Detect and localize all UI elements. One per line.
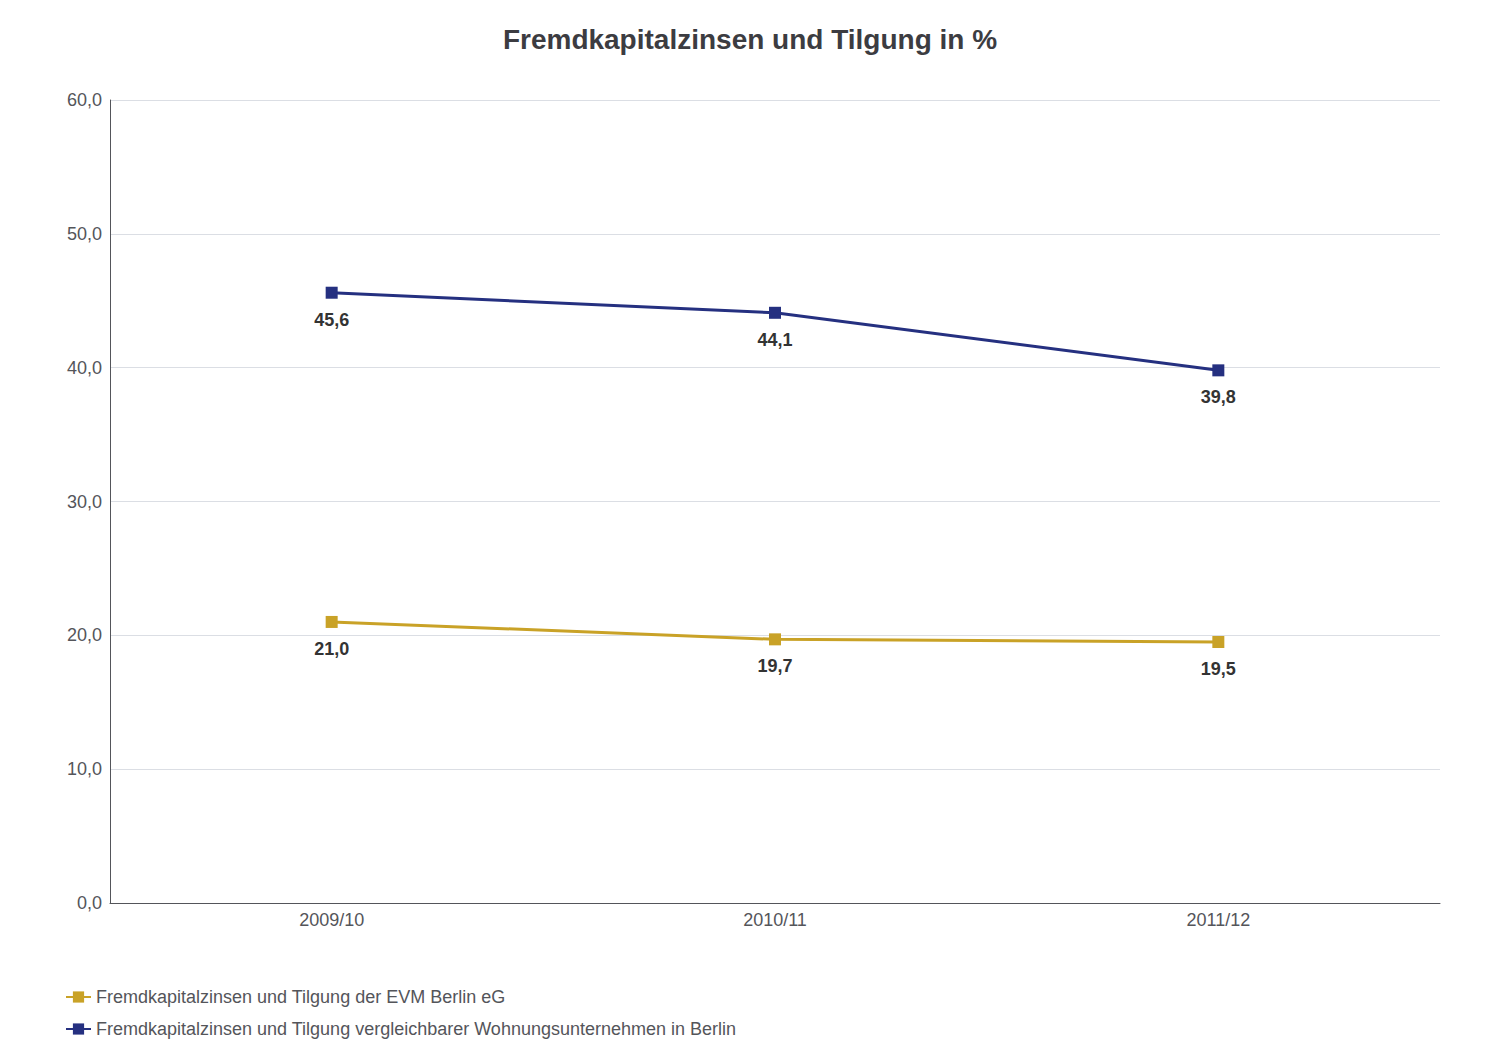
svg-text:45,6: 45,6 (314, 310, 349, 330)
svg-text:2010/11: 2010/11 (743, 910, 807, 930)
svg-text:50,0: 50,0 (67, 224, 102, 244)
svg-text:Fremdkapitalzinsen und Tilgung: Fremdkapitalzinsen und Tilgung der EVM B… (96, 987, 505, 1007)
svg-text:Fremdkapitalzinsen und Tilgung: Fremdkapitalzinsen und Tilgung vergleich… (96, 1019, 736, 1039)
svg-text:10,0: 10,0 (67, 759, 102, 779)
svg-text:39,8: 39,8 (1201, 387, 1236, 407)
svg-text:20,0: 20,0 (67, 625, 102, 645)
svg-text:2011/12: 2011/12 (1186, 910, 1250, 930)
svg-text:19,5: 19,5 (1201, 659, 1236, 679)
svg-text:30,0: 30,0 (67, 492, 102, 512)
svg-text:40,0: 40,0 (67, 358, 102, 378)
svg-text:Fremdkapitalzinsen und Tilgung: Fremdkapitalzinsen und Tilgung in % (503, 24, 997, 55)
svg-text:2009/10: 2009/10 (299, 910, 364, 930)
svg-text:0,0: 0,0 (77, 893, 102, 913)
svg-text:21,0: 21,0 (314, 639, 349, 659)
svg-text:60,0: 60,0 (67, 90, 102, 110)
svg-text:19,7: 19,7 (757, 656, 792, 676)
svg-text:44,1: 44,1 (757, 330, 792, 350)
